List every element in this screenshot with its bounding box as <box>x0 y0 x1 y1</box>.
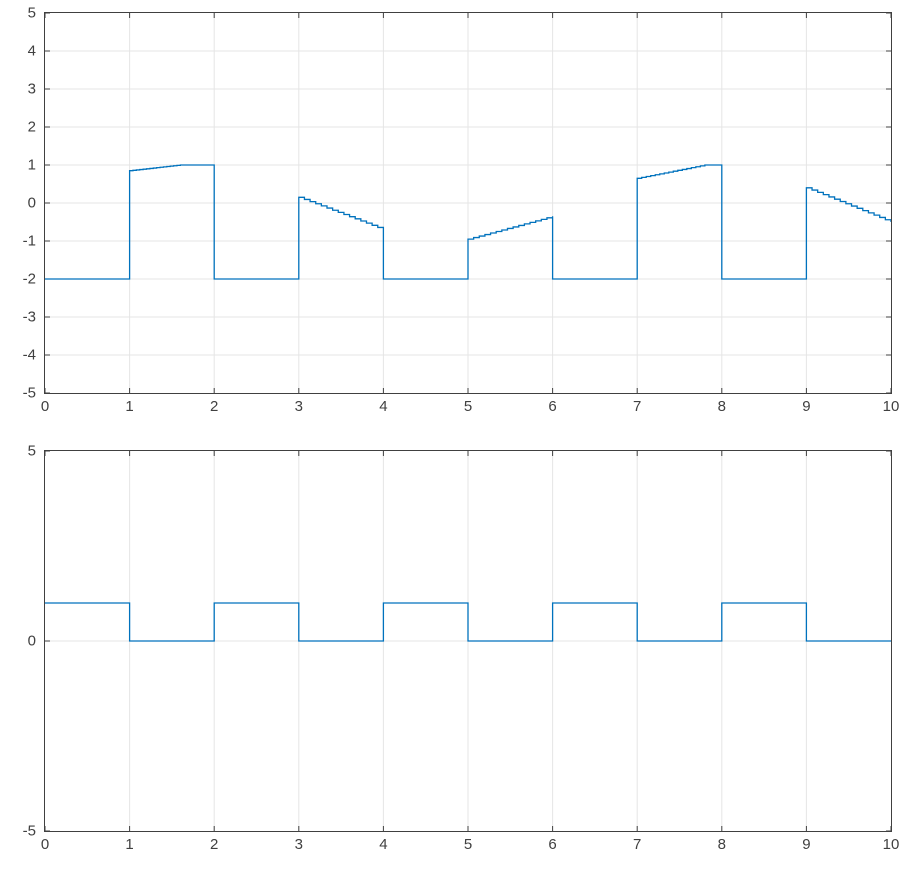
x-tick-label: 0 <box>41 836 49 853</box>
series-line <box>45 603 891 641</box>
y-tick-label: -5 <box>23 823 36 840</box>
x-tick-label: 3 <box>295 836 303 853</box>
x-tick-label: 6 <box>548 836 556 853</box>
x-tick-label: 4 <box>379 836 387 853</box>
x-tick-label: 4 <box>379 398 387 415</box>
y-tick-label: 1 <box>28 157 36 174</box>
y-tick-label: -3 <box>23 309 36 326</box>
y-tick-label: -2 <box>23 271 36 288</box>
x-tick-label: 1 <box>125 836 133 853</box>
y-tick-label: -1 <box>23 233 36 250</box>
x-tick-label: 10 <box>883 398 900 415</box>
figure: 0 1 2 3 4 5 6 7 8 9 10 -5 -4 -3 -2 -1 0 1 2 3 4 5 0 1 2 3 4 5 6 7 8 9 10… <box>0 0 908 869</box>
y-tick-label: 2 <box>28 119 36 136</box>
x-tick-label: 8 <box>718 398 726 415</box>
x-tick-label: 2 <box>210 398 218 415</box>
x-tick-label: 6 <box>548 398 556 415</box>
chart-top-svg <box>45 13 891 393</box>
x-tick-label: 10 <box>883 836 900 853</box>
x-tick-label: 1 <box>125 398 133 415</box>
x-tick-label: 9 <box>802 398 810 415</box>
x-tick-label: 2 <box>210 836 218 853</box>
x-tick-label: 5 <box>464 398 472 415</box>
y-tick-label: -4 <box>23 347 36 364</box>
chart-bottom <box>44 450 892 832</box>
y-tick-label: 4 <box>28 43 36 60</box>
x-tick-label: 7 <box>633 836 641 853</box>
x-tick-label: 7 <box>633 398 641 415</box>
y-tick-label: 3 <box>28 81 36 98</box>
y-tick-label: 5 <box>28 443 36 460</box>
y-tick-label: -5 <box>23 385 36 402</box>
x-tick-label: 8 <box>718 836 726 853</box>
chart-bottom-svg <box>45 451 891 831</box>
y-tick-label: 5 <box>28 5 36 22</box>
x-tick-label: 3 <box>295 398 303 415</box>
x-tick-label: 5 <box>464 836 472 853</box>
y-tick-label: 0 <box>28 633 36 650</box>
y-tick-label: 0 <box>28 195 36 212</box>
chart-top <box>44 12 892 394</box>
x-tick-label: 9 <box>802 836 810 853</box>
x-tick-label: 0 <box>41 398 49 415</box>
